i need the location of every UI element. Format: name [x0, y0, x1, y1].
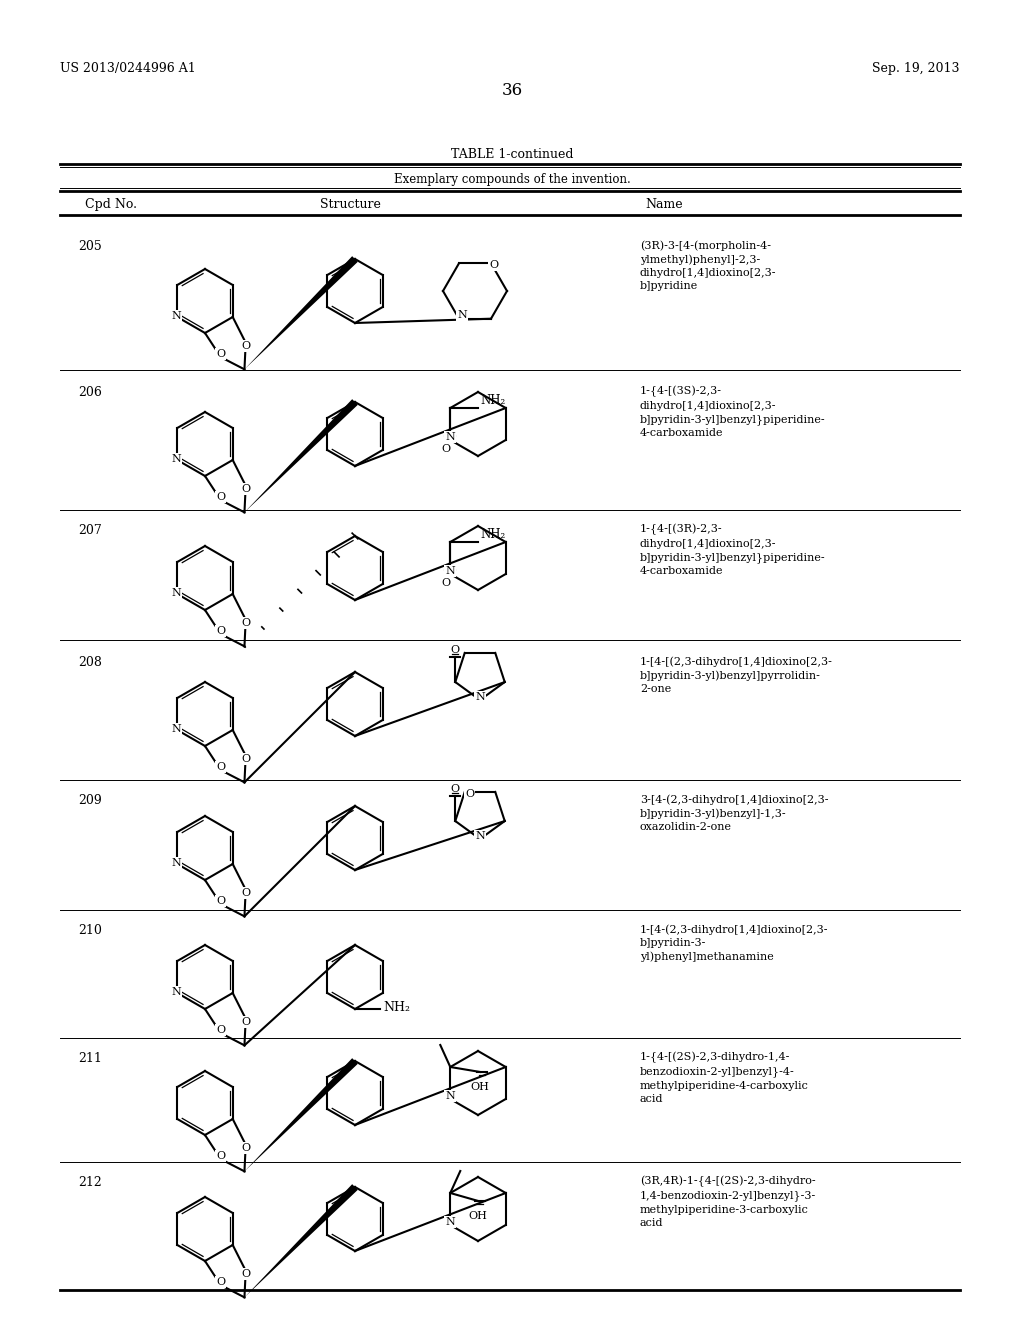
- Text: 1-{4-[(3R)-2,3-
dihydro[1,4]dioxino[2,3-
b]pyridin-3-yl]benzyl}piperidine-
4-car: 1-{4-[(3R)-2,3- dihydro[1,4]dioxino[2,3-…: [640, 524, 825, 576]
- Text: O: O: [465, 789, 474, 799]
- Text: 211: 211: [78, 1052, 101, 1065]
- Text: Sep. 19, 2013: Sep. 19, 2013: [872, 62, 961, 75]
- Text: 1-{4-[(2S)-2,3-dihydro-1,4-
benzodioxin-2-yl]benzyl}-4-
methylpiperidine-4-carbo: 1-{4-[(2S)-2,3-dihydro-1,4- benzodioxin-…: [640, 1052, 809, 1104]
- Polygon shape: [245, 256, 357, 370]
- Text: O: O: [216, 762, 225, 772]
- Text: N: N: [171, 858, 181, 869]
- Text: N: N: [445, 1217, 455, 1228]
- Text: NH₂: NH₂: [480, 528, 506, 541]
- Polygon shape: [245, 1059, 357, 1171]
- Text: 1-{4-[(3S)-2,3-
dihydro[1,4]dioxino[2,3-
b]pyridin-3-yl]benzyl}piperidine-
4-car: 1-{4-[(3S)-2,3- dihydro[1,4]dioxino[2,3-…: [640, 385, 825, 438]
- Polygon shape: [245, 1184, 357, 1298]
- Text: O: O: [216, 1026, 225, 1035]
- Text: O: O: [441, 444, 451, 454]
- Text: (3R)-3-[4-(morpholin-4-
ylmethyl)phenyl]-2,3-
dihydro[1,4]dioxino[2,3-
b]pyridin: (3R)-3-[4-(morpholin-4- ylmethyl)phenyl]…: [640, 240, 776, 290]
- Text: N: N: [171, 723, 181, 734]
- Text: N: N: [445, 432, 455, 442]
- Text: NH₂: NH₂: [480, 393, 506, 407]
- Polygon shape: [245, 399, 357, 512]
- Text: O: O: [242, 1143, 250, 1152]
- Text: NH₂: NH₂: [383, 1001, 410, 1014]
- Text: (3R,4R)-1-{4-[(2S)-2,3-dihydro-
1,4-benzodioxin-2-yl]benzyl}-3-
methylpiperidine: (3R,4R)-1-{4-[(2S)-2,3-dihydro- 1,4-benz…: [640, 1176, 816, 1228]
- Text: O: O: [216, 626, 225, 636]
- Text: O: O: [242, 341, 250, 351]
- Text: O: O: [216, 1278, 225, 1287]
- Text: 36: 36: [502, 82, 522, 99]
- Text: N: N: [171, 587, 181, 598]
- Text: O: O: [242, 483, 250, 494]
- Text: O: O: [216, 1151, 225, 1162]
- Text: O: O: [451, 784, 460, 795]
- Text: US 2013/0244996 A1: US 2013/0244996 A1: [60, 62, 196, 75]
- Text: O: O: [242, 1016, 250, 1027]
- Text: 210: 210: [78, 924, 101, 937]
- Text: 1-[4-(2,3-dihydro[1,4]dioxino[2,3-
b]pyridin-3-
yl)phenyl]methanamine: 1-[4-(2,3-dihydro[1,4]dioxino[2,3- b]pyr…: [640, 924, 828, 962]
- Text: O: O: [216, 350, 225, 359]
- Text: O: O: [441, 578, 451, 587]
- Text: N: N: [171, 454, 181, 465]
- Text: Name: Name: [645, 198, 683, 211]
- Text: 205: 205: [78, 240, 101, 253]
- Text: N: N: [171, 987, 181, 997]
- Text: 207: 207: [78, 524, 101, 537]
- Text: O: O: [451, 645, 460, 655]
- Text: N: N: [445, 1092, 455, 1101]
- Text: N: N: [457, 310, 467, 319]
- Text: 212: 212: [78, 1176, 101, 1189]
- Text: 1-[4-[(2,3-dihydro[1,4]dioxino[2,3-
b]pyridin-3-yl)benzyl]pyrrolidin-
2-one: 1-[4-[(2,3-dihydro[1,4]dioxino[2,3- b]py…: [640, 656, 833, 694]
- Text: 206: 206: [78, 385, 101, 399]
- Text: 3-[4-(2,3-dihydro[1,4]dioxino[2,3-
b]pyridin-3-yl)benzyl]-1,3-
oxazolidin-2-one: 3-[4-(2,3-dihydro[1,4]dioxino[2,3- b]pyr…: [640, 795, 828, 832]
- Text: Cpd No.: Cpd No.: [85, 198, 137, 211]
- Text: TABLE 1-continued: TABLE 1-continued: [451, 148, 573, 161]
- Text: OH: OH: [469, 1210, 487, 1221]
- Text: N: N: [475, 832, 485, 841]
- Text: N: N: [445, 566, 455, 576]
- Text: O: O: [242, 618, 250, 628]
- Text: O: O: [489, 260, 499, 271]
- Text: O: O: [242, 888, 250, 898]
- Text: Structure: Structure: [319, 198, 381, 211]
- Text: 208: 208: [78, 656, 101, 669]
- Text: N: N: [475, 692, 485, 702]
- Text: N: N: [171, 312, 181, 321]
- Text: O: O: [216, 492, 225, 502]
- Text: O: O: [216, 896, 225, 906]
- Text: O: O: [242, 754, 250, 764]
- Text: OH: OH: [471, 1082, 489, 1092]
- Text: 209: 209: [78, 795, 101, 807]
- Text: O: O: [242, 1269, 250, 1279]
- Text: Exemplary compounds of the invention.: Exemplary compounds of the invention.: [393, 173, 631, 186]
